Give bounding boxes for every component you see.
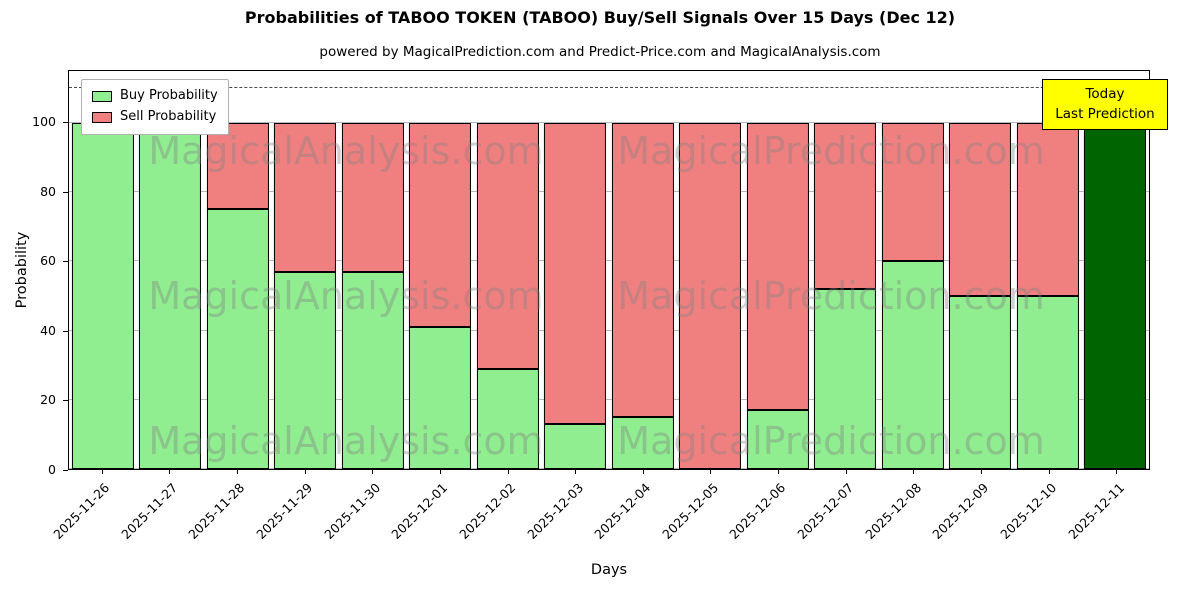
bar-group <box>476 71 539 469</box>
legend-swatch <box>92 90 112 102</box>
chart-title: Probabilities of TABOO TOKEN (TABOO) Buy… <box>244 8 956 27</box>
sell-bar-segment <box>544 122 607 425</box>
sell-bar-segment <box>274 122 337 272</box>
x-tick-label: 2025-12-09 <box>929 480 992 542</box>
plot-area: MagicalAnalysis.com MagicalPrediction.com… <box>68 70 1150 470</box>
legend-item: Sell Probability <box>92 107 218 128</box>
bar-group <box>206 71 269 469</box>
bar-group <box>949 71 1012 469</box>
gridline <box>69 468 1149 469</box>
x-tick-label: 2025-11-27 <box>118 480 181 542</box>
legend-swatch <box>92 111 112 123</box>
sell-bar-segment <box>1016 122 1079 296</box>
buy-bar-segment <box>1084 122 1147 469</box>
y-tick-label: 80 <box>40 183 56 199</box>
buy-bar-segment <box>611 417 674 469</box>
bar-group <box>1016 71 1079 469</box>
buy-bar-segment <box>71 122 134 469</box>
y-tick-label: 60 <box>40 253 56 269</box>
legend-label: Buy Probability <box>120 88 218 103</box>
y-tick-label: 20 <box>40 392 56 408</box>
bar-group <box>139 71 202 469</box>
bar-group <box>881 71 944 469</box>
buy-bar-segment <box>814 289 877 469</box>
x-tick-label: 2025-12-08 <box>861 480 924 542</box>
bar-group <box>1084 71 1147 469</box>
legend-label: Sell Probability <box>120 108 217 124</box>
buy-bar-segment <box>476 368 539 469</box>
gridlines <box>69 71 1149 469</box>
sell-bar-segment <box>949 122 1012 296</box>
x-tick-label: 2025-12-05 <box>659 480 722 542</box>
buy-bar-segment <box>274 271 337 469</box>
sell-bar-segment <box>679 122 742 469</box>
annotation-line-2: Last Prediction <box>1055 106 1155 123</box>
buy-bar-segment <box>139 122 202 469</box>
bar-group <box>409 71 472 469</box>
bar-group <box>274 71 337 469</box>
legend-item: Buy Probability <box>92 86 218 107</box>
gridline <box>69 329 1149 331</box>
sell-bar-segment <box>206 122 269 210</box>
bar-group <box>679 71 742 469</box>
buy-bar-segment <box>409 327 472 469</box>
threshold-dashed-line <box>69 87 1149 89</box>
x-tick-label: 2025-11-29 <box>253 480 316 542</box>
annotation-line-1: Today <box>1085 86 1125 102</box>
gridline <box>69 121 1149 123</box>
x-tick-label: 2025-11-30 <box>320 480 383 542</box>
buy-bar-segment <box>949 295 1012 469</box>
gridline <box>69 260 1149 262</box>
gridline <box>69 398 1149 400</box>
gridline <box>69 191 1149 193</box>
bar-group <box>341 71 404 469</box>
y-tick-label: 100 <box>32 114 56 130</box>
x-tick-label: 2025-12-02 <box>456 480 519 542</box>
sell-bar-segment <box>611 122 674 418</box>
x-tick-label: 2025-11-26 <box>50 480 113 542</box>
buy-bar-segment <box>206 209 269 469</box>
y-tick-labels: 0 20 40 60 80 100 <box>0 70 62 477</box>
buy-bar-segment <box>1016 295 1079 469</box>
y-tick-label: 0 <box>48 462 56 477</box>
bar-group <box>544 71 607 469</box>
sell-bar-segment <box>814 122 877 290</box>
x-tick-label: 2025-12-03 <box>523 480 586 542</box>
sell-bar-segment <box>341 122 404 272</box>
bar-group <box>71 71 134 469</box>
x-tick-label: 2025-11-28 <box>185 480 248 542</box>
sell-bar-segment <box>746 122 809 411</box>
y-tick-mark <box>63 470 68 471</box>
bar-group <box>611 71 674 469</box>
x-tick-labels: 2025-11-26 2025-11-27 2025-11-28 2025-11-29… <box>50 474 1150 562</box>
legend: Buy Probability Sell Probability <box>81 79 229 135</box>
x-tick-label: 2025-12-07 <box>794 480 857 542</box>
chart-subtitle: powered by MagicalPrediction.com and Pre… <box>319 44 881 60</box>
x-tick-label: 2025-12-11 <box>1064 480 1127 542</box>
buy-bar-segment <box>544 424 607 469</box>
buy-bar-segment <box>881 261 944 469</box>
sell-bar-segment <box>476 122 539 369</box>
buy-bar-segment <box>746 410 809 469</box>
bar-group <box>746 71 809 469</box>
x-tick-label: 2025-12-01 <box>388 480 451 542</box>
sell-bar-segment <box>409 122 472 328</box>
today-annotation-box: Today Last Prediction <box>1042 79 1168 130</box>
buy-bar-segment <box>341 271 404 469</box>
y-tick-label: 40 <box>40 322 56 338</box>
x-tick-label: 2025-12-10 <box>997 480 1060 542</box>
sell-bar-segment <box>881 122 944 262</box>
bars-layer <box>69 71 1149 469</box>
x-tick-label: 2025-12-04 <box>591 480 654 542</box>
x-tick-label: 2025-12-06 <box>726 480 789 542</box>
x-axis-label: Days <box>590 562 628 578</box>
bar-group <box>814 71 877 469</box>
